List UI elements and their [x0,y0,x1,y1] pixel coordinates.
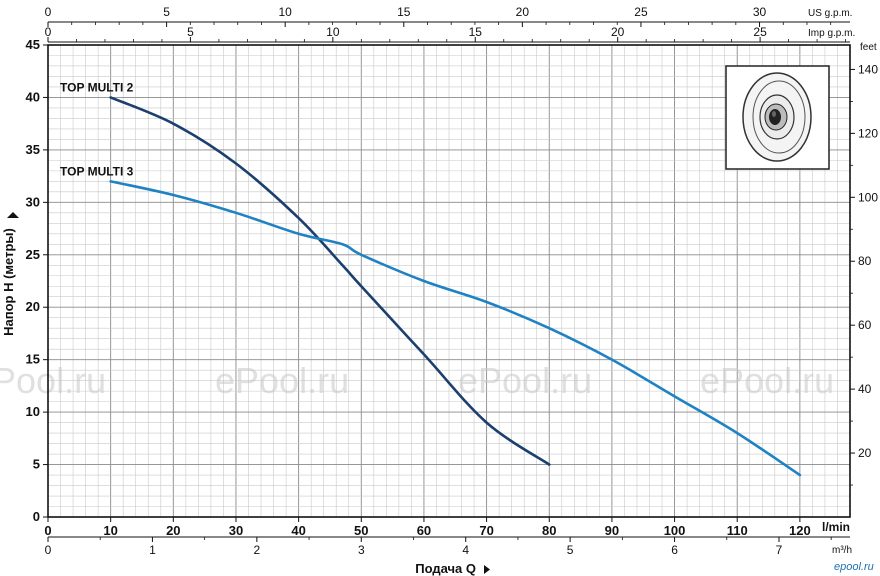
x-us-tick-label: 15 [397,5,411,19]
x-imp-tick-label: 0 [45,25,52,39]
watermark-text: ePool.ru [458,360,592,401]
x-m3h-tick-label: 1 [149,543,156,557]
x-us-tick-label: 30 [753,5,767,19]
x-tick-label: 0 [44,523,51,538]
x-imp-tick-label: 20 [611,25,625,39]
plot-border [47,44,851,518]
y-tick-label: 10 [26,404,40,419]
series-line-top-multi-2 [109,96,551,466]
x-us-tick-label: 0 [45,5,52,19]
y-tick-label: 40 [26,89,40,104]
unit-us-gpm: US g.p.m. [808,8,852,19]
x-tick-label: 100 [664,523,686,538]
y-axis-arrow-icon [7,212,19,218]
x-tick-label: 110 [727,523,748,538]
watermark-text: ePool.ru [0,360,106,401]
x-m3h-tick-label: 5 [567,543,574,557]
y2-tick-label: 100 [858,190,878,204]
unit-m3h: m³/h [832,545,852,556]
x-us-tick-label: 25 [634,5,648,19]
y-tick-label: 15 [26,352,40,367]
series-label-top-multi-2: TOP MULTI 2 [60,80,134,94]
x-m3h-tick-label: 3 [358,543,365,557]
y2-tick-label: 140 [858,62,878,76]
x-imp-tick-label: 15 [469,25,483,39]
x-imp-tick-label: 25 [753,25,767,39]
x-tick-label: 70 [479,523,493,538]
x-tick-label: 30 [229,523,243,538]
y-tick-label: 0 [33,509,40,524]
unit-imp-gpm: Imp g.p.m. [808,28,855,39]
y-axis-title: Напор H (метры) [1,228,16,336]
x-tick-label: 40 [291,523,305,538]
x-tick-label: 90 [605,523,619,538]
x-us-tick-label: 10 [278,5,292,19]
y2-tick-label: 20 [858,446,872,460]
x-imp-tick-label: 10 [326,25,340,39]
x-m3h-tick-label: 4 [462,543,469,557]
x-tick-label: 10 [103,523,117,538]
pump-impeller-icon [725,65,830,170]
x-tick-label: 60 [417,523,431,538]
x-tick-label: 50 [354,523,368,538]
x-us-tick-label: 5 [163,5,170,19]
y-tick-label: 30 [26,194,40,209]
series-line-top-multi-3 [109,180,802,477]
series-label-top-multi-3: TOP MULTI 3 [60,164,134,178]
x-m3h-tick-label: 2 [254,543,261,557]
y2-tick-label: 60 [858,318,872,332]
y-tick-label: 35 [26,142,40,157]
x-m3h-tick-label: 0 [45,543,52,557]
y-tick-label: 20 [26,299,40,314]
x-tick-label: 80 [542,523,556,538]
watermark-text: ePool.ru [700,360,834,401]
watermark-text: ePool.ru [215,360,349,401]
unit-feet: feet [860,42,877,53]
x-m3h-tick-label: 6 [671,543,678,557]
x-imp-tick-label: 5 [187,25,194,39]
x-tick-label: 120 [789,523,811,538]
site-logo: epool.ru [834,561,874,573]
y2-tick-label: 120 [858,126,878,140]
x-m3h-tick-label: 7 [776,543,783,557]
x-axis-arrow-icon [484,565,490,574]
x-axis-title: Подача Q [415,561,476,576]
watermark-layer: ePool.ru ePool.ru ePool.ru ePool.ru [0,360,834,401]
y2-tick-label: 80 [858,254,872,268]
x-us-tick-label: 20 [516,5,530,19]
plot-frame [47,21,851,538]
unit-lmin: l/min [822,520,850,534]
x-tick-label: 20 [166,523,180,538]
series-lines: TOP MULTI 2 TOP MULTI 3 [60,80,802,477]
y-tick-label: 5 [33,457,40,472]
y-tick-label: 45 [26,37,40,52]
y2-tick-label: 40 [858,382,872,396]
y-tick-label: 25 [26,247,40,262]
